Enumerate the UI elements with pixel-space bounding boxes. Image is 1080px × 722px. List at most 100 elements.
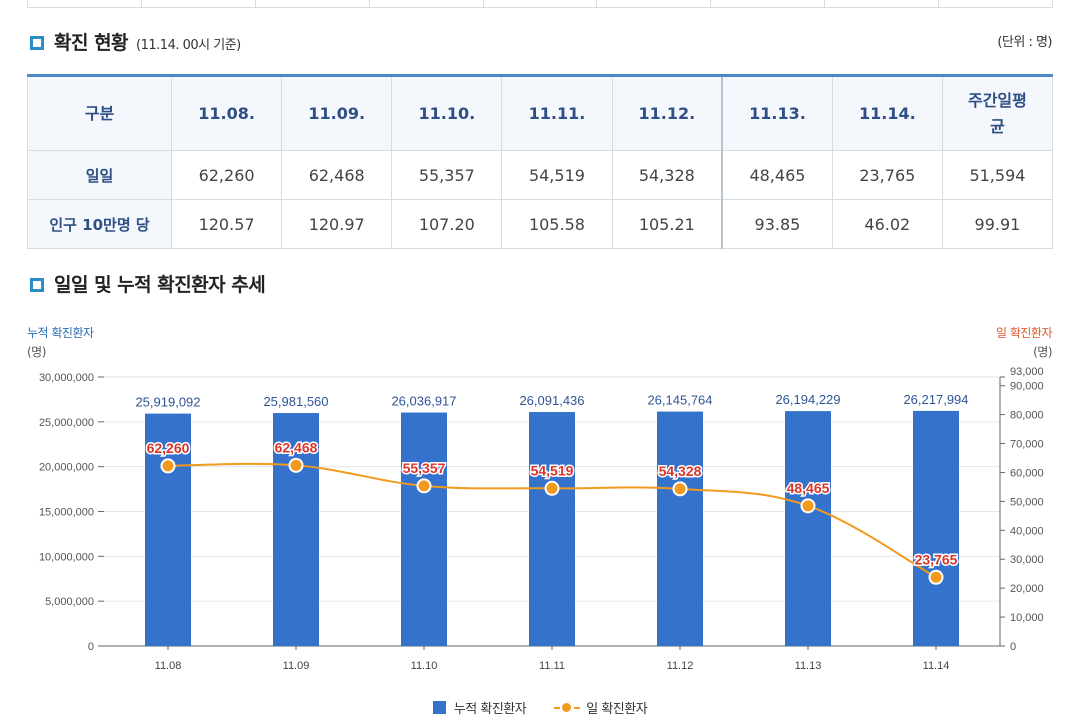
left-tick-label: 25,000,000 bbox=[39, 417, 94, 429]
table-cell: 23,765 bbox=[831, 150, 943, 200]
chart-legend: 누적 확진환자 일 확진환자 bbox=[0, 698, 1080, 717]
left-tick-label: 0 bbox=[88, 641, 94, 653]
table-cell: 55,357 bbox=[391, 150, 503, 200]
table-header: 구분 bbox=[27, 75, 172, 151]
daily-point bbox=[416, 478, 432, 494]
x-tick-label: 11.11 bbox=[539, 660, 565, 672]
table-cell: 105.58 bbox=[501, 199, 613, 249]
table-cell: 99.91 bbox=[941, 199, 1054, 249]
left-axis-title: 누적 확진환자 bbox=[27, 326, 94, 340]
trend-chart: 0 5,000,000 10,000,000 15,000,000 20,000,000… bbox=[39, 366, 1044, 672]
daily-point bbox=[800, 498, 816, 514]
left-tick-label: 10,000,000 bbox=[39, 551, 94, 563]
daily-value-label: 23,765 bbox=[915, 551, 958, 567]
daily-value-label: 62,260 bbox=[147, 440, 190, 456]
status-section-subtitle: (11.14. 00시 기준) bbox=[136, 38, 241, 53]
row-label: 인구 10만명 당 bbox=[27, 199, 172, 249]
bar-value-label: 26,091,436 bbox=[519, 393, 584, 408]
table-cell: 62,260 bbox=[170, 150, 283, 200]
left-tick-label: 15,000,000 bbox=[39, 507, 94, 519]
right-axis-title: 일 확진환자 bbox=[995, 326, 1053, 340]
status-table: 구분 11.08. 11.09. 11.10. 11.11. 11.12. 11… bbox=[27, 74, 1054, 249]
legend-line-swatch bbox=[554, 701, 581, 714]
bar-value-label: 26,145,764 bbox=[647, 393, 712, 408]
table-header: 11.14. bbox=[831, 75, 943, 151]
daily-point bbox=[928, 569, 944, 585]
legend-item-line[interactable]: 일 확진환자 bbox=[554, 698, 648, 717]
daily-point bbox=[544, 480, 560, 496]
left-axis-unit: (명) bbox=[27, 345, 46, 359]
table-header: 11.13. bbox=[721, 75, 833, 151]
table-cell: 107.20 bbox=[391, 199, 503, 249]
bar-value-label: 25,919,092 bbox=[135, 395, 200, 410]
daily-point bbox=[672, 481, 688, 497]
right-tick-label: 10,000 bbox=[1010, 612, 1044, 624]
table-cell: 120.97 bbox=[281, 199, 393, 249]
bar-cumulative bbox=[529, 412, 575, 646]
x-tick-label: 11.12 bbox=[667, 660, 694, 672]
status-section-header: 확진 현황 (11.14. 00시 기준) bbox=[30, 28, 241, 55]
right-tick-label: 60,000 bbox=[1010, 467, 1044, 479]
table-header: 11.11. bbox=[501, 75, 613, 151]
section-square-icon bbox=[30, 278, 44, 292]
bar-cumulative bbox=[657, 411, 703, 646]
x-tick-label: 11.09 bbox=[283, 660, 310, 672]
trend-section-header: 일일 및 누적 확진환자 추세 bbox=[30, 270, 266, 297]
legend-bar-label: 누적 확진환자 bbox=[453, 702, 527, 717]
x-tick-label: 11.14 bbox=[923, 660, 950, 672]
daily-value-label: 55,357 bbox=[403, 460, 446, 476]
table-header: 주간일평균 bbox=[941, 75, 1054, 151]
left-tick-label: 20,000,000 bbox=[39, 462, 94, 474]
daily-value-label: 54,519 bbox=[531, 462, 574, 478]
bar-value-label: 25,981,560 bbox=[263, 394, 328, 409]
bar-cumulative bbox=[401, 412, 447, 646]
daily-point bbox=[160, 458, 176, 474]
right-axis-unit: (명) bbox=[1033, 345, 1052, 359]
right-tick-label: 50,000 bbox=[1010, 496, 1044, 508]
legend-bar-swatch bbox=[432, 701, 446, 714]
section-square-icon bbox=[30, 36, 44, 50]
left-tick-label: 30,000,000 bbox=[39, 372, 94, 384]
table-header: 11.10. bbox=[391, 75, 503, 151]
bar-cumulative bbox=[145, 413, 191, 646]
x-tick-label: 11.10 bbox=[411, 660, 438, 672]
table-cell: 120.57 bbox=[170, 199, 283, 249]
right-tick-label: 40,000 bbox=[1010, 525, 1044, 537]
status-section-title: 확진 현황 bbox=[54, 32, 129, 54]
right-tick-label: 70,000 bbox=[1010, 439, 1044, 451]
table-cell: 46.02 bbox=[831, 199, 943, 249]
table-row: 일일 62,260 62,468 55,357 54,519 54,328 48… bbox=[27, 150, 1054, 200]
bar-value-label: 26,036,917 bbox=[391, 394, 456, 409]
daily-value-label: 62,468 bbox=[275, 439, 318, 455]
previous-table-bottom bbox=[27, 0, 1053, 8]
bar-cumulative bbox=[273, 413, 319, 646]
row-label: 일일 bbox=[27, 150, 172, 200]
daily-value-label: 48,465 bbox=[787, 480, 830, 496]
daily-point bbox=[288, 457, 304, 473]
right-tick-label: 80,000 bbox=[1010, 410, 1044, 422]
table-header: 11.12. bbox=[611, 75, 724, 151]
table-header: 11.08. bbox=[170, 75, 283, 151]
table-cell: 93.85 bbox=[721, 199, 833, 249]
right-tick-label: 0 bbox=[1010, 641, 1016, 653]
table-header: 11.09. bbox=[281, 75, 393, 151]
table-cell: 105.21 bbox=[611, 199, 724, 249]
bar-value-label: 26,194,229 bbox=[775, 392, 840, 407]
bar-cumulative bbox=[913, 410, 959, 646]
x-tick-label: 11.13 bbox=[795, 660, 822, 672]
right-tick-label: 30,000 bbox=[1010, 554, 1044, 566]
bar-value-label: 26,217,994 bbox=[903, 392, 968, 407]
table-row: 인구 10만명 당 120.57 120.97 107.20 105.58 10… bbox=[27, 199, 1054, 249]
table-cell: 54,519 bbox=[501, 150, 613, 200]
unit-note: (단위 : 명) bbox=[997, 35, 1052, 50]
table-cell: 48,465 bbox=[721, 150, 833, 200]
table-cell: 51,594 bbox=[941, 150, 1054, 200]
trend-section-title: 일일 및 누적 확진환자 추세 bbox=[54, 274, 266, 296]
legend-item-bar[interactable]: 누적 확진환자 bbox=[432, 698, 527, 717]
daily-value-label: 54,328 bbox=[659, 463, 702, 479]
x-tick-label: 11.08 bbox=[155, 660, 182, 672]
right-tick-label: 93,000 bbox=[1010, 366, 1044, 378]
table-cell: 54,328 bbox=[611, 150, 724, 200]
right-tick-label: 90,000 bbox=[1010, 381, 1044, 393]
table-cell: 62,468 bbox=[281, 150, 393, 200]
